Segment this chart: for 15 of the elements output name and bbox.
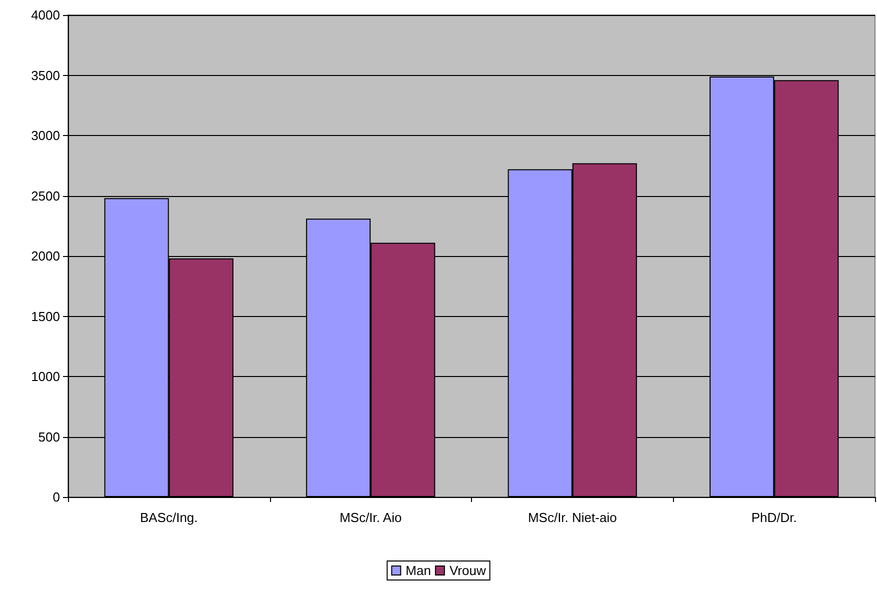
legend-label: Vrouw [449, 563, 486, 578]
x-tick-label: MSc/Ir. Niet-aio [528, 510, 617, 525]
y-tick-label: 3500 [31, 68, 60, 83]
y-tick-label: 0 [52, 490, 60, 504]
y-tick-label: 2000 [31, 248, 60, 264]
y-tick-label: 2500 [31, 188, 60, 204]
y-tick-label: 500 [38, 429, 60, 444]
x-tick-label: BASc/Ing. [140, 510, 198, 525]
y-tick-label: 1500 [31, 308, 60, 324]
x-tick-label: PhD/Dr. [751, 510, 797, 525]
legend-label: Man [406, 563, 431, 578]
y-tick-label: 4000 [31, 8, 60, 22]
x-tick-label: MSc/Ir. Aio [340, 510, 402, 525]
y-tick-label: 1000 [31, 369, 60, 384]
y-tick-label: 3000 [31, 128, 60, 143]
